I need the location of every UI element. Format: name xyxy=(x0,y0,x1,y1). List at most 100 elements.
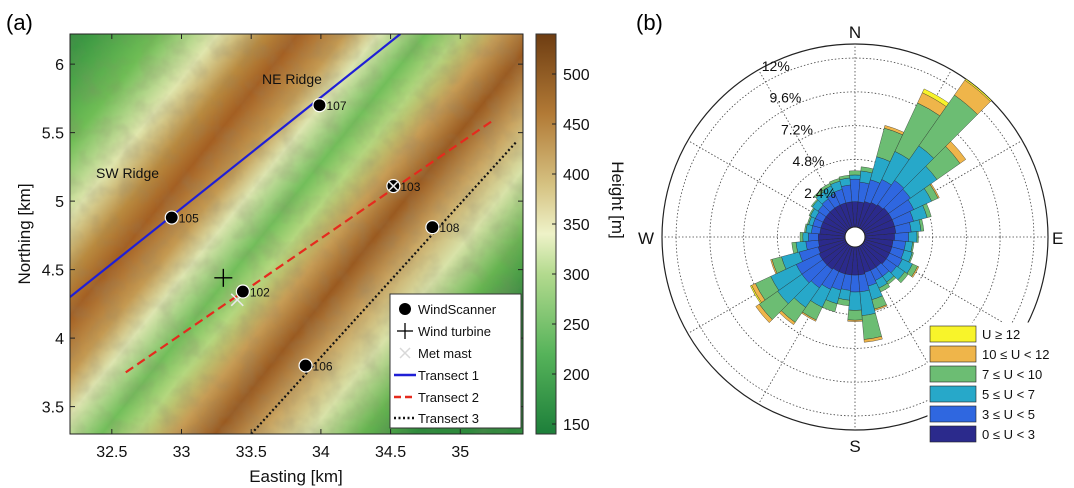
radial-tick-label: 9.6% xyxy=(769,90,801,106)
panel-a-label: (a) xyxy=(6,10,33,35)
rose-legend: U ≥ 12 10 ≤ U < 12 7 ≤ U < 10 5 ≤ U < 7 3 ≤ … xyxy=(927,322,1049,448)
windscanner-108 xyxy=(425,220,440,235)
radial-tick-label: 7.2% xyxy=(781,121,813,137)
transect-1 xyxy=(70,34,402,298)
rose-legend-label: 10 ≤ U < 12 xyxy=(982,347,1049,362)
rose-legend-swatch xyxy=(929,345,977,363)
rose-bar-segment xyxy=(848,291,862,311)
met-mast-marker xyxy=(387,180,399,192)
rose-legend-swatch xyxy=(929,425,977,443)
colorbar-tick-label: 500 xyxy=(563,67,590,84)
y-tick-label: 4 xyxy=(55,331,64,348)
x-tick-label: 35 xyxy=(451,444,469,461)
rose-bar-segment xyxy=(863,336,883,343)
rose-legend-swatch xyxy=(929,405,977,423)
colorbar-ticks: 150 200 250 300 350 400 450 500 xyxy=(552,67,590,434)
rose-legend-label: 7 ≤ U < 10 xyxy=(982,367,1042,382)
rose-legend-label: U ≥ 12 xyxy=(982,327,1020,342)
colorbar-tick-label: 250 xyxy=(563,317,590,334)
y-tick-label: 5 xyxy=(55,194,64,211)
windscanner-label: 108 xyxy=(439,221,459,235)
rose-labels: N E S W 2.4% 4.8% 7.2% 9.6% 12% xyxy=(638,23,1063,456)
rose-bar-segment xyxy=(847,309,863,321)
legend-transect-3: Transect 3 xyxy=(418,411,479,426)
x-tick-label: 33 xyxy=(173,444,191,461)
x-tick-label: 34.5 xyxy=(375,444,406,461)
annotation-ne-ridge: NE Ridge xyxy=(262,71,322,87)
rose-ring xyxy=(743,125,967,349)
colorbar-label: Height [m] xyxy=(608,161,627,238)
colorbar-tick-label: 200 xyxy=(563,367,590,384)
rose-bar-segment xyxy=(916,231,919,243)
y-tick-label: 6 xyxy=(55,57,64,74)
rose-bar-segment xyxy=(750,285,762,304)
terrain-map xyxy=(70,34,523,434)
rose-bar-segment xyxy=(918,218,925,232)
rose-bar-segment xyxy=(911,265,920,278)
rose-bar-segment xyxy=(849,174,861,180)
windscanner-107 xyxy=(312,98,327,113)
colorbar-tick-label: 300 xyxy=(563,267,590,284)
rose-legend-swatch xyxy=(929,325,977,343)
radial-tick-label: 12% xyxy=(762,58,790,74)
y-tick-label: 5.5 xyxy=(42,126,64,143)
rose-legend-label: 3 ≤ U < 5 xyxy=(982,407,1035,422)
legend-transect-1: Transect 1 xyxy=(418,368,479,383)
x-axis-label: Easting [km] xyxy=(249,467,343,486)
rose-bar-segment xyxy=(847,319,863,322)
rose-bar-segment xyxy=(929,183,940,199)
x-tick-label: 34 xyxy=(312,444,330,461)
rose-bar-segment xyxy=(850,274,860,293)
rose-center xyxy=(844,226,866,248)
y-axis-label: Northing [km] xyxy=(15,183,34,284)
rose-bar-segment xyxy=(849,170,861,176)
rose-bar-segment xyxy=(802,232,809,242)
radial-tick-label: 4.8% xyxy=(793,153,825,169)
y-tick-label: 4.5 xyxy=(42,263,64,280)
windscanner-label: 107 xyxy=(326,99,346,113)
legend-windscanner-marker xyxy=(399,303,411,315)
direction-label-S: S xyxy=(849,437,860,456)
colorbar-tick-label: 450 xyxy=(563,117,590,134)
panel-b-label: (b) xyxy=(636,10,663,35)
direction-label-E: E xyxy=(1052,229,1063,248)
rose-bar-segment xyxy=(755,303,773,323)
transect-2 xyxy=(125,118,496,374)
x-tick-label: 33.5 xyxy=(236,444,267,461)
rose-legend-label: 0 ≤ U < 3 xyxy=(982,427,1035,442)
rose-bar-segment xyxy=(838,174,851,180)
rose-bar-segment xyxy=(791,241,798,254)
rose-legend-swatch xyxy=(929,365,977,383)
radial-tick-label: 2.4% xyxy=(804,185,836,201)
colorbar-tick-label: 400 xyxy=(563,167,590,184)
rose-bar-segment xyxy=(922,203,932,218)
rose-legend-label: 5 ≤ U < 7 xyxy=(982,387,1035,402)
rose-legend-swatch xyxy=(929,385,977,403)
legend-turbine-marker xyxy=(397,323,413,339)
rose-bar-segment xyxy=(908,231,918,243)
windscanner-label: 106 xyxy=(313,360,333,374)
rose-bar-segment xyxy=(808,232,819,242)
legend-wind-turbine: Wind turbine xyxy=(418,324,491,339)
y-tick-label: 3.5 xyxy=(42,400,64,417)
map-frame xyxy=(69,33,524,435)
rose-ring xyxy=(709,91,1001,383)
legend-met-mast-marker xyxy=(399,347,411,359)
rose-bars xyxy=(750,78,992,343)
rose-bar-segment xyxy=(804,223,808,233)
wind-turbine-marker xyxy=(214,268,233,287)
legend-windscanner: WindScanner xyxy=(418,302,497,317)
rose-bar-segment xyxy=(897,271,909,284)
windscanner-label: 105 xyxy=(179,212,199,226)
legend-met-mast: Met mast xyxy=(418,346,472,361)
legend-transect-2: Transect 2 xyxy=(418,390,479,405)
rose-bar-segment xyxy=(799,232,804,242)
rose-bar-segment xyxy=(945,141,967,164)
windscanner-106 xyxy=(298,358,313,373)
colorbar-tick-label: 150 xyxy=(563,417,590,434)
map-markers: 102 103 105 106 107 108 xyxy=(164,98,460,374)
colorbar-tick-label: 350 xyxy=(563,217,590,234)
x-tick-label: 32.5 xyxy=(96,444,127,461)
windscanner-105 xyxy=(164,210,179,225)
